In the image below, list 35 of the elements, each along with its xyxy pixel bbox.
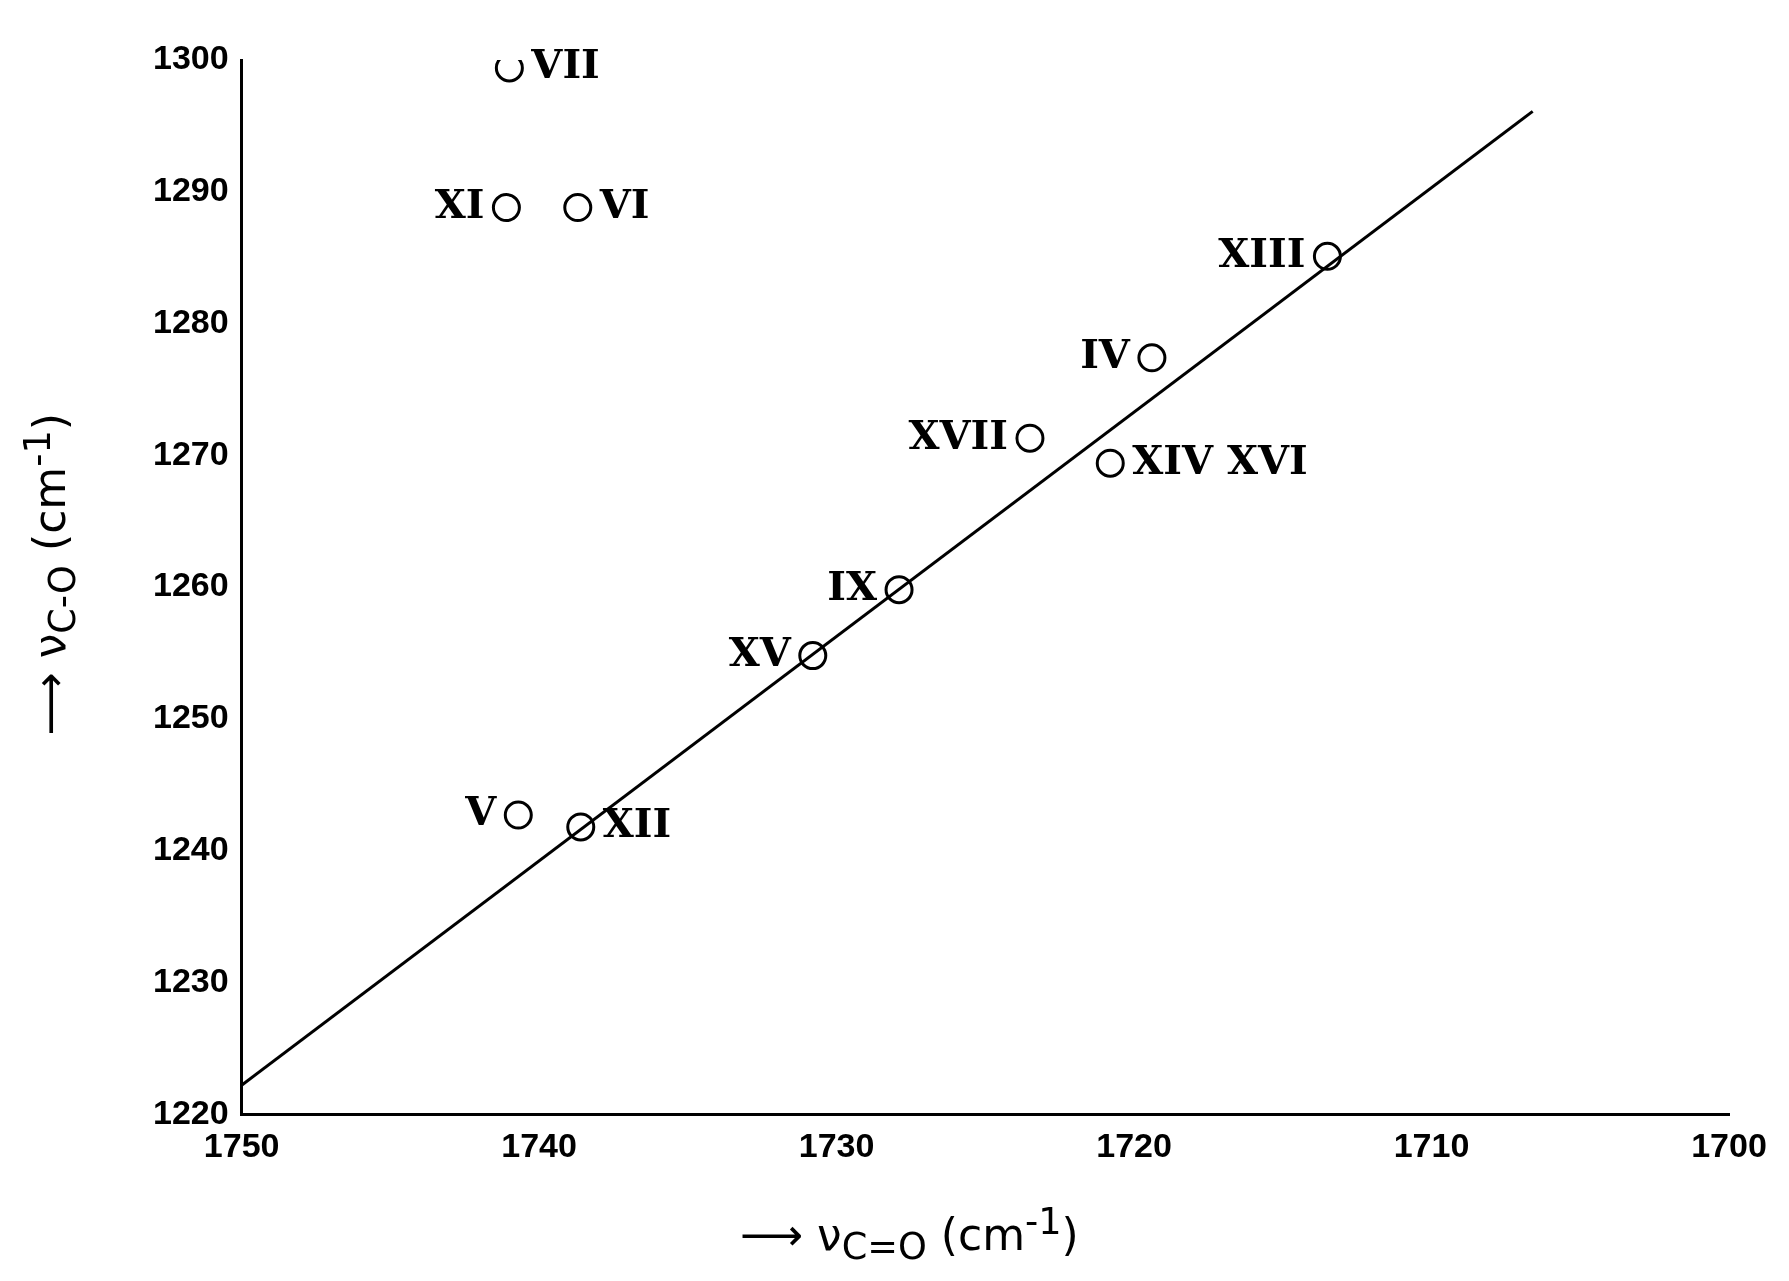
y-tick-label: 1240 bbox=[153, 829, 229, 868]
annotation: VI bbox=[598, 179, 650, 227]
annotation: XIII bbox=[1218, 228, 1306, 276]
x-axis-title: ⟶ ν$_{C=O}$ (cm$^{-1}$) bbox=[740, 1200, 1079, 1269]
point bbox=[1095, 448, 1125, 478]
point bbox=[1015, 423, 1045, 453]
y-tick-label: 1290 bbox=[153, 170, 229, 209]
annotation: IX bbox=[827, 562, 878, 610]
x-tick-label: 1710 bbox=[1393, 1125, 1470, 1164]
y-tick-label: 1280 bbox=[153, 301, 229, 340]
y-tick-label: 1230 bbox=[153, 960, 229, 999]
point bbox=[503, 800, 533, 830]
annotation: IV bbox=[1080, 330, 1131, 378]
x-tick-label: 1700 bbox=[1691, 1125, 1767, 1164]
x-tick-label: 1720 bbox=[1096, 1125, 1172, 1164]
annotation: XIV XVI bbox=[1132, 435, 1308, 483]
y-tick-label: 1300 bbox=[153, 38, 229, 77]
point bbox=[491, 193, 521, 223]
point bbox=[798, 641, 828, 671]
x-tick-label: 1740 bbox=[501, 1125, 577, 1164]
point bbox=[563, 193, 593, 223]
annotation: XV bbox=[728, 628, 792, 676]
point bbox=[1137, 343, 1167, 373]
annotation: XII bbox=[602, 799, 672, 847]
annotation: XI bbox=[434, 179, 485, 227]
y-tick-label: 1250 bbox=[153, 697, 229, 736]
point bbox=[884, 575, 914, 605]
annotation: VII bbox=[530, 40, 600, 88]
annotation: V bbox=[464, 787, 498, 835]
x-tick-label: 1730 bbox=[798, 1125, 875, 1164]
annotation: XVII bbox=[908, 410, 1008, 458]
point bbox=[1312, 241, 1342, 271]
point bbox=[566, 812, 596, 842]
y-tick-label: 1270 bbox=[153, 433, 229, 472]
y-tick-label: 1260 bbox=[153, 565, 229, 604]
